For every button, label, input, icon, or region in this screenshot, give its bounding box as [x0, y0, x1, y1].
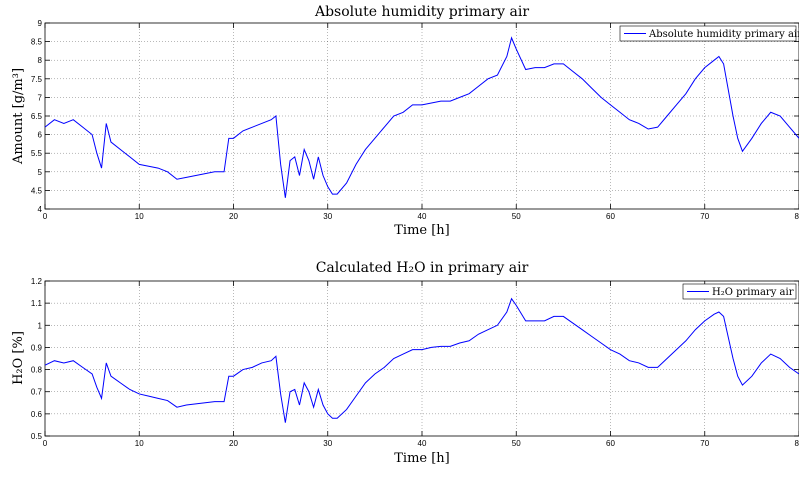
y-tick-label: 4 [38, 205, 43, 214]
y-tick-label: 9 [38, 19, 43, 28]
y-tick-label: 0.9 [31, 343, 43, 352]
y-tick-label: 8 [38, 56, 43, 65]
x-tick-label: 0 [43, 212, 48, 221]
y-tick-label: 1 [38, 321, 43, 330]
y-axis-label: H₂O [%] [11, 331, 26, 385]
legend-box [682, 283, 797, 300]
x-tick-labels: 0 10 20 30 40 50 60 70 80 [43, 439, 799, 448]
x-tick-label: 10 [135, 212, 144, 221]
x-tick-label: 40 [418, 212, 427, 221]
chart-title: Calculated H₂O in primary air [316, 260, 529, 276]
ticks [44, 280, 799, 437]
x-tick-label: 30 [323, 212, 332, 221]
x-tick-label: 80 [795, 212, 799, 221]
x-tick-label: 70 [700, 212, 709, 221]
legend-label: H₂O primary air [712, 287, 794, 298]
chart-h2o: Calculated H₂O in primary air 0 10 20 30 40 5… [11, 260, 799, 466]
x-tick-label: 50 [512, 439, 521, 448]
x-tick-label: 60 [606, 439, 615, 448]
y-tick-label: 0.7 [31, 388, 43, 397]
y-tick-label: 0.8 [31, 366, 43, 375]
y-tick-labels: 0.5 0.6 0.7 0.8 0.9 1 1.1 1.2 [31, 277, 43, 441]
grid-lines [45, 281, 799, 436]
y-tick-label: 6.5 [31, 112, 43, 121]
y-tick-label: 7.5 [31, 75, 43, 84]
y-tick-label: 0.6 [31, 410, 43, 419]
x-tick-label: 80 [795, 439, 799, 448]
x-tick-label: 0 [43, 439, 48, 448]
ticks [44, 22, 799, 210]
x-tick-labels: 0 10 20 30 40 50 60 70 80 [43, 212, 799, 221]
x-tick-label: 50 [512, 212, 521, 221]
y-tick-label: 5 [38, 168, 43, 177]
legend-box [619, 25, 797, 42]
chart-title: Absolute humidity primary air [314, 4, 529, 20]
y-axis-label: Amount [g/m³] [11, 68, 26, 165]
y-tick-label: 0.5 [31, 432, 43, 441]
y-tick-label: 8.5 [31, 38, 43, 47]
x-axis-label: Time [h] [394, 451, 450, 466]
x-tick-label: 40 [418, 439, 427, 448]
legend-label: Absolute humidity primary air [648, 29, 799, 40]
y-tick-label: 1.1 [31, 299, 43, 308]
y-tick-label: 1.2 [31, 277, 43, 286]
grid-lines [45, 23, 799, 209]
x-tick-label: 20 [229, 212, 238, 221]
y-tick-label: 7 [38, 93, 43, 102]
x-tick-label: 20 [229, 439, 238, 448]
x-tick-label: 10 [135, 439, 144, 448]
x-axis-label: Time [h] [394, 223, 450, 238]
chart-absolute-humidity: Absolute humidity primary air 0 10 20 30 40 5… [11, 4, 799, 238]
axes-box [44, 280, 799, 437]
legend: H₂O primary air [682, 283, 797, 300]
x-tick-label: 70 [700, 439, 709, 448]
y-tick-label: 6 [38, 131, 43, 140]
x-tick-label: 60 [606, 212, 615, 221]
series-line-absolute-humidity [44, 36, 799, 198]
y-tick-label: 4.5 [31, 186, 43, 195]
series-line-h2o [44, 297, 799, 423]
y-tick-label: 5.5 [31, 149, 43, 158]
legend: Absolute humidity primary air [619, 25, 799, 42]
x-tick-label: 30 [323, 439, 332, 448]
y-tick-labels: 4 4.5 5 5.5 6 6.5 7 7.5 8 8.5 9 [31, 19, 43, 214]
